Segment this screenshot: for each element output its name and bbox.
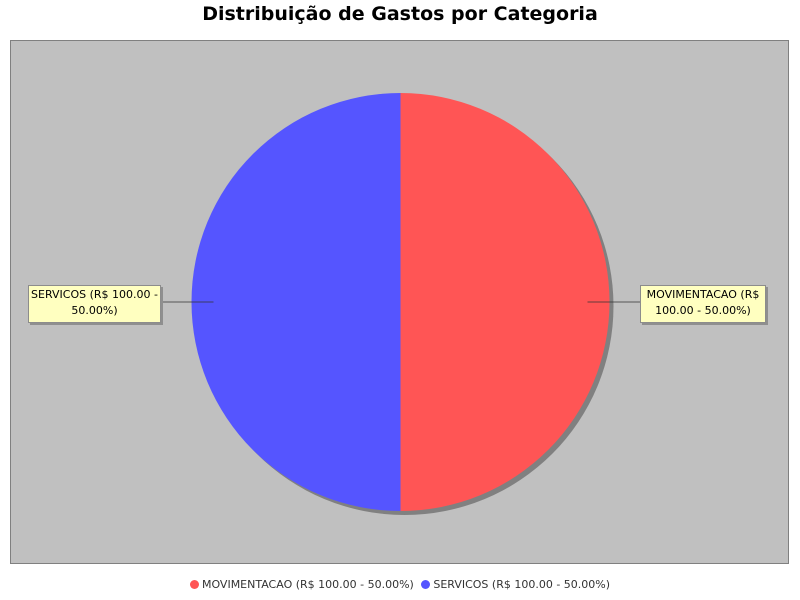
slice-label-line: 100.00 - 50.00%) xyxy=(655,304,751,317)
legend: MOVIMENTACAO (R$ 100.00 - 50.00%) SERVIC… xyxy=(0,578,800,591)
plot-area: MOVIMENTACAO (R$ 100.00 - 50.00%) SERVIC… xyxy=(10,40,789,564)
pie-chart xyxy=(161,93,640,515)
slice-label-line: SERVICOS (R$ 100.00 - xyxy=(31,288,158,301)
legend-item-movimentacao: MOVIMENTACAO (R$ 100.00 - 50.00%) xyxy=(189,578,414,591)
slice-label-movimentacao: MOVIMENTACAO (R$ 100.00 - 50.00%) xyxy=(640,285,766,323)
pie-slice-servicos[interactable] xyxy=(191,93,401,511)
legend-item-servicos: SERVICOS (R$ 100.00 - 50.00%) xyxy=(421,578,610,591)
legend-label: MOVIMENTACAO (R$ 100.00 - 50.00%) xyxy=(201,578,414,591)
legend-label: SERVICOS (R$ 100.00 - 50.00%) xyxy=(433,578,611,591)
slice-label-line: MOVIMENTACAO (R$ xyxy=(646,288,760,301)
slice-label-servicos: SERVICOS (R$ 100.00 - 50.00%) xyxy=(28,285,161,323)
legend-marker xyxy=(421,580,431,589)
legend-marker xyxy=(189,580,199,589)
pie-slice-movimentacao[interactable] xyxy=(400,93,610,511)
chart-title: Distribuição de Gastos por Categoria xyxy=(202,3,598,25)
slice-label-line: 50.00%) xyxy=(71,304,118,317)
